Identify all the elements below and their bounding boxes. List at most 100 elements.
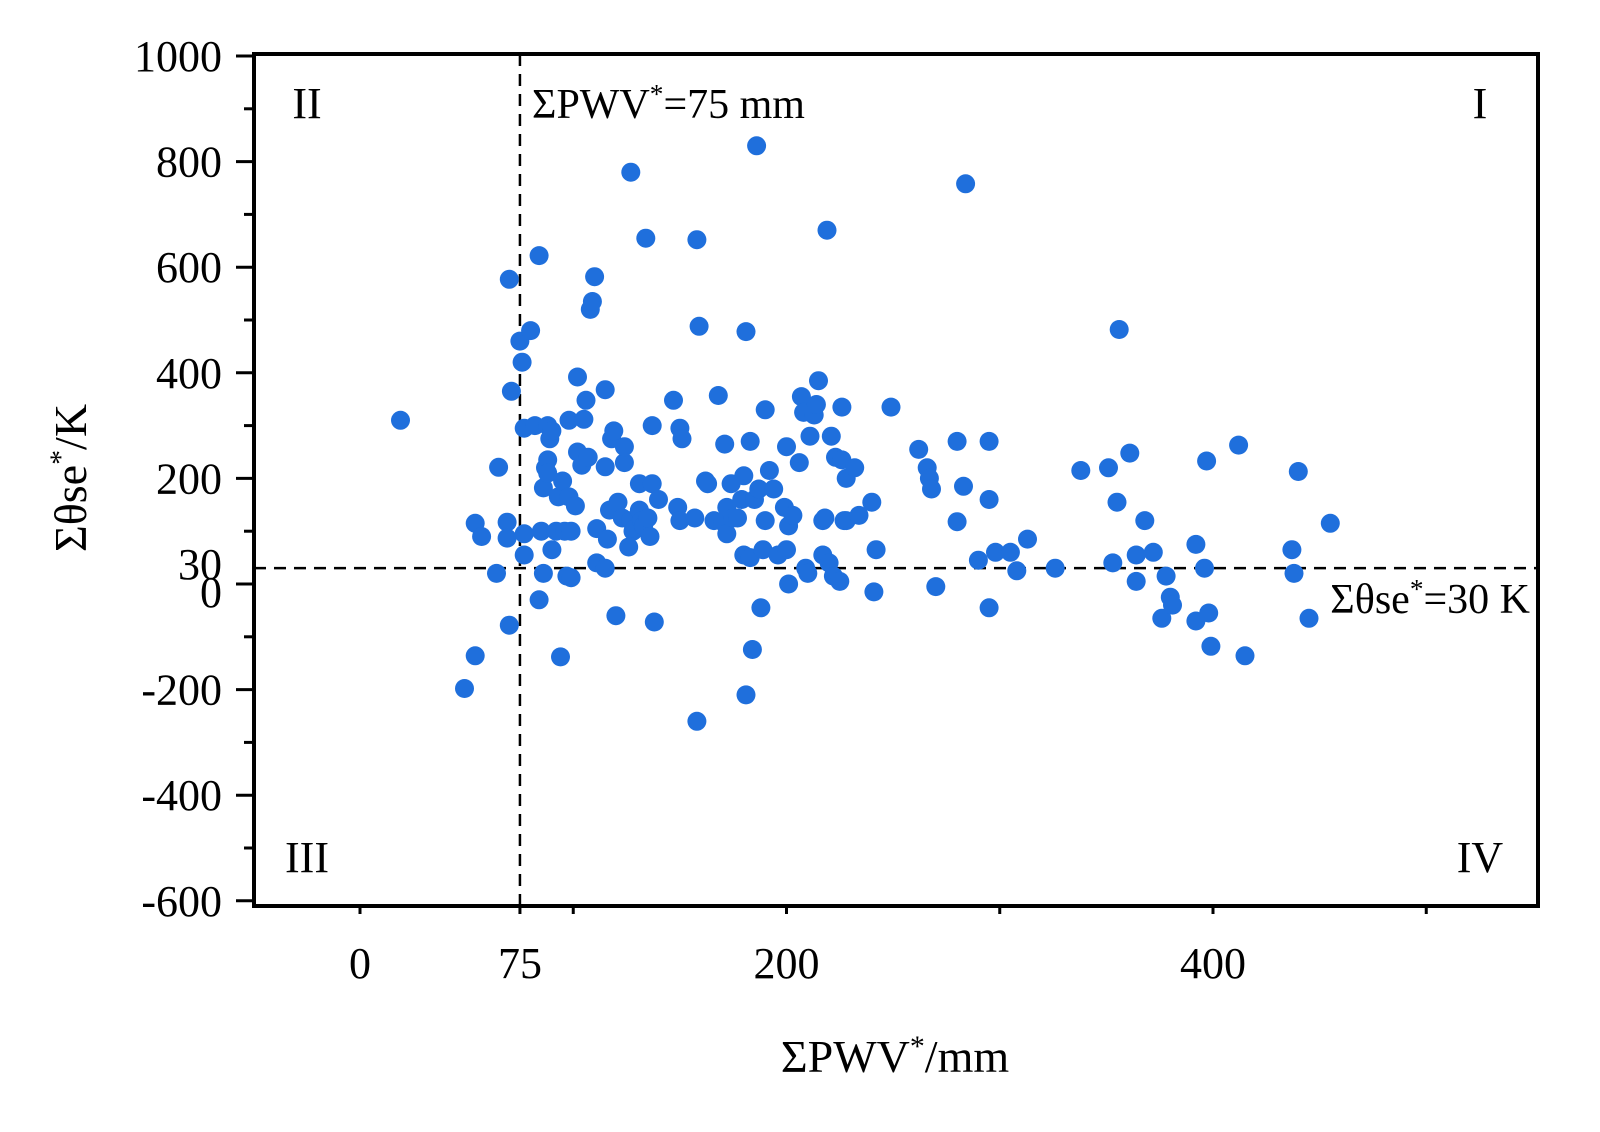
data-point <box>1109 320 1129 339</box>
data-point <box>806 395 826 414</box>
data-point <box>689 316 709 336</box>
data-point <box>747 136 767 156</box>
data-point <box>1018 529 1037 549</box>
data-points <box>391 136 1340 731</box>
data-point <box>881 397 901 417</box>
data-point <box>1195 558 1214 578</box>
data-point <box>640 527 660 546</box>
data-point <box>685 508 705 528</box>
data-point <box>576 390 596 410</box>
data-point <box>986 542 1005 562</box>
data-point <box>568 367 587 387</box>
data-point <box>789 453 809 473</box>
data-point <box>538 463 558 483</box>
data-point <box>1120 443 1140 463</box>
data-point <box>947 512 967 532</box>
data-point <box>672 429 692 449</box>
data-point <box>595 380 615 400</box>
data-point <box>845 458 865 478</box>
y-tick-label: 0 <box>200 568 222 617</box>
data-point <box>830 571 850 591</box>
data-point <box>764 479 784 499</box>
y-axis: -600 -400 -200 030 200 400 600 800 1000 <box>134 32 254 926</box>
data-point <box>455 679 474 698</box>
data-point <box>815 508 835 528</box>
data-point <box>1197 451 1217 471</box>
data-point <box>751 598 771 618</box>
quadrant-label-top-right: I <box>1473 79 1488 128</box>
data-point <box>644 612 664 632</box>
data-point <box>578 447 598 467</box>
data-point <box>862 492 882 512</box>
data-point <box>708 386 728 405</box>
y-tick-label: 200 <box>156 454 222 503</box>
plot-frame <box>252 52 1540 908</box>
data-point <box>499 615 519 635</box>
data-point <box>1135 511 1155 531</box>
data-point <box>717 524 737 544</box>
data-point <box>979 431 999 451</box>
data-point <box>777 540 796 560</box>
vertical-reference-label: ΣPWV*=75 mm <box>532 79 805 128</box>
x-axis-title: ΣPWV*/mm <box>781 1030 1010 1083</box>
data-point <box>606 606 626 626</box>
x-tick-label: 75 <box>498 939 542 988</box>
data-point <box>619 537 639 557</box>
data-point <box>559 410 579 430</box>
x-tick-label: 0 <box>349 939 371 988</box>
data-point <box>798 563 818 583</box>
data-point <box>1156 566 1176 586</box>
data-point <box>866 540 886 560</box>
data-point <box>664 390 683 410</box>
data-point <box>531 521 551 541</box>
data-point <box>1320 513 1340 533</box>
data-point <box>642 416 662 436</box>
data-point <box>759 461 779 480</box>
data-point <box>585 267 605 287</box>
data-point <box>529 590 549 610</box>
data-point <box>755 400 775 420</box>
data-point <box>956 174 976 194</box>
data-point <box>736 322 756 342</box>
data-point <box>817 220 837 240</box>
data-point <box>497 528 517 548</box>
horizontal-reference-label: Σθse*=30 K <box>1330 574 1530 623</box>
data-point <box>512 352 532 372</box>
data-point <box>1299 608 1319 628</box>
data-point <box>551 647 570 667</box>
data-point <box>538 450 558 470</box>
data-point <box>1126 571 1146 591</box>
data-point <box>979 490 999 509</box>
data-point <box>582 292 602 311</box>
data-point <box>529 246 549 266</box>
x-tick-label: 400 <box>1180 939 1246 988</box>
data-point <box>608 492 628 512</box>
data-point <box>849 505 869 525</box>
x-axis: 0 75 200 400 <box>349 906 1428 988</box>
data-point <box>740 431 760 451</box>
data-point <box>542 540 562 560</box>
data-point <box>565 496 585 516</box>
data-point <box>1000 542 1020 562</box>
data-point <box>595 457 615 477</box>
data-point <box>472 527 492 546</box>
data-point <box>514 524 534 544</box>
data-point <box>968 550 988 570</box>
data-point <box>1282 540 1302 560</box>
data-point <box>909 439 929 459</box>
data-point <box>489 457 509 477</box>
data-point <box>755 511 775 531</box>
data-point <box>687 230 707 250</box>
data-point <box>947 431 967 451</box>
data-point <box>561 568 581 588</box>
data-point <box>614 453 634 473</box>
data-point <box>791 387 811 407</box>
data-point <box>1199 603 1219 623</box>
data-point <box>698 474 718 494</box>
data-point <box>742 640 762 659</box>
data-point <box>595 558 615 578</box>
data-point <box>1201 636 1221 656</box>
data-point <box>749 479 769 499</box>
data-point <box>670 511 690 531</box>
